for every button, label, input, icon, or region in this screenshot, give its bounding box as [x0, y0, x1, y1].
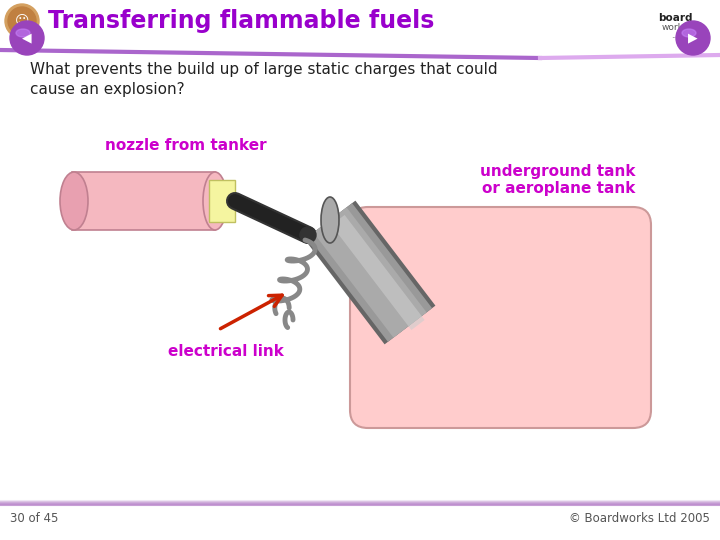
FancyBboxPatch shape	[209, 180, 235, 222]
Text: ▶: ▶	[688, 31, 698, 44]
Text: electrical link: electrical link	[168, 345, 284, 360]
FancyBboxPatch shape	[72, 172, 215, 230]
Circle shape	[10, 21, 44, 55]
Text: © Boardworks Ltd 2005: © Boardworks Ltd 2005	[569, 511, 710, 524]
Text: What prevents the build up of large static charges that could
cause an explosion: What prevents the build up of large stat…	[30, 62, 498, 97]
FancyBboxPatch shape	[350, 207, 651, 428]
Text: ◀: ◀	[22, 31, 32, 44]
Text: nozzle from tanker: nozzle from tanker	[105, 138, 266, 152]
Text: works: works	[662, 24, 688, 32]
Text: Transferring flammable fuels: Transferring flammable fuels	[48, 9, 434, 33]
Circle shape	[300, 227, 316, 243]
Ellipse shape	[682, 29, 696, 37]
Text: board: board	[658, 13, 692, 23]
Circle shape	[5, 4, 39, 38]
Circle shape	[647, 0, 703, 51]
Text: 30 of 45: 30 of 45	[10, 511, 58, 524]
Text: underground tank
or aeroplane tank: underground tank or aeroplane tank	[480, 164, 636, 196]
Circle shape	[8, 7, 36, 35]
Text: ...: ...	[671, 31, 679, 40]
Ellipse shape	[60, 172, 88, 230]
Ellipse shape	[16, 29, 30, 37]
Circle shape	[676, 21, 710, 55]
Ellipse shape	[203, 172, 227, 230]
Ellipse shape	[321, 197, 339, 243]
Text: ☺: ☺	[14, 14, 30, 28]
